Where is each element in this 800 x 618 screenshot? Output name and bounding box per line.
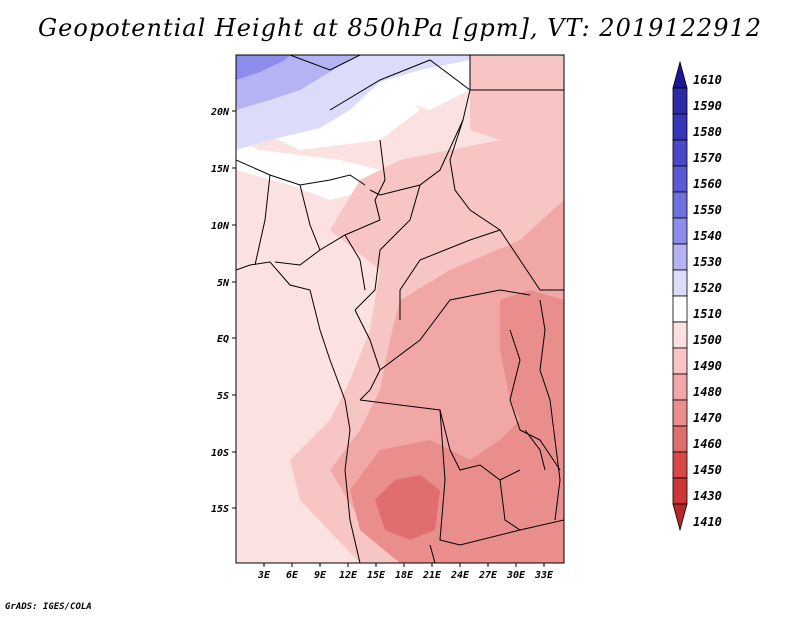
colorbar-label: 1410 bbox=[693, 515, 722, 529]
colorbar-swatch bbox=[672, 425, 688, 453]
lon-label: 33E bbox=[534, 570, 554, 581]
lat-label: 5S bbox=[217, 391, 229, 402]
colorbar-swatch bbox=[672, 60, 688, 89]
map-frame bbox=[235, 54, 565, 564]
colorbar-label: 1560 bbox=[693, 177, 722, 191]
map-title: Geopotential Height at 850hPa [gpm], VT:… bbox=[38, 14, 762, 42]
colorbar-swatch bbox=[672, 191, 688, 219]
lon-label: 21E bbox=[422, 570, 442, 581]
lon-label: 27E bbox=[478, 570, 498, 581]
colorbar-swatch bbox=[672, 295, 688, 323]
colorbar-label: 1470 bbox=[693, 411, 722, 425]
colorbar-label: 1450 bbox=[693, 463, 722, 477]
colorbar-label: 1480 bbox=[693, 385, 722, 399]
colorbar-swatch bbox=[672, 399, 688, 427]
colorbar-label: 1540 bbox=[693, 229, 722, 243]
colorbar-swatch bbox=[672, 347, 688, 375]
region-1460 bbox=[375, 475, 440, 540]
region-1470-east bbox=[500, 290, 564, 440]
lon-label: 6E bbox=[286, 570, 299, 581]
lat-label: 15N bbox=[211, 164, 230, 175]
lon-label: 30E bbox=[506, 570, 526, 581]
lon-label: 15E bbox=[367, 570, 386, 581]
colorbar-swatch bbox=[672, 373, 688, 401]
colorbar-swatch bbox=[672, 321, 688, 349]
credit-label: GrADS: IGES/COLA bbox=[5, 602, 92, 612]
lat-label: 5N bbox=[217, 278, 230, 289]
lon-label: 3E bbox=[257, 570, 271, 581]
colorbar-label: 1590 bbox=[693, 99, 722, 113]
colorbar-label: 1610 bbox=[693, 73, 722, 87]
colorbar-label: 1570 bbox=[693, 151, 722, 165]
colorbar-label: 1580 bbox=[693, 125, 722, 139]
colorbar-label: 1530 bbox=[693, 255, 722, 269]
colorbar-swatch bbox=[672, 139, 688, 167]
region-1490-north bbox=[470, 55, 564, 160]
lon-label: 9E bbox=[314, 570, 327, 581]
lat-label: 10N bbox=[211, 221, 230, 232]
colorbar: 1610 1590 1580 1570 1560 1550 1540 1530 1520 1510… bbox=[672, 60, 722, 532]
colorbar-label: 1510 bbox=[693, 307, 722, 321]
colorbar-swatch bbox=[672, 503, 688, 532]
colorbar-swatch bbox=[672, 87, 688, 115]
lat-label: 10S bbox=[211, 448, 229, 459]
borders bbox=[236, 55, 564, 563]
colorbar-label: 1460 bbox=[693, 437, 722, 451]
lat-label: 20N bbox=[210, 107, 230, 118]
colorbar-swatch bbox=[672, 217, 688, 245]
colorbar-label: 1430 bbox=[693, 489, 722, 503]
colorbar-swatch bbox=[672, 243, 688, 271]
colorbar-swatch bbox=[672, 113, 688, 141]
colorbar-label: 1500 bbox=[693, 333, 722, 347]
height-field bbox=[236, 55, 564, 563]
colorbar-swatch bbox=[672, 269, 688, 297]
lon-label: 24E bbox=[450, 570, 470, 581]
colorbar-swatch bbox=[672, 165, 688, 193]
lon-label: 18E bbox=[395, 570, 414, 581]
region-1510-c bbox=[236, 140, 380, 200]
lat-label: 15S bbox=[211, 504, 229, 515]
colorbar-swatch bbox=[672, 477, 688, 505]
region-1540 bbox=[236, 55, 290, 80]
lat-label: EQ bbox=[217, 334, 229, 345]
region-1530 bbox=[236, 55, 360, 110]
colorbar-label: 1520 bbox=[693, 281, 722, 295]
colorbar-label: 1550 bbox=[693, 203, 722, 217]
colorbar-swatch bbox=[672, 451, 688, 479]
lon-label: 12E bbox=[339, 570, 358, 581]
colorbar-label: 1490 bbox=[693, 359, 722, 373]
